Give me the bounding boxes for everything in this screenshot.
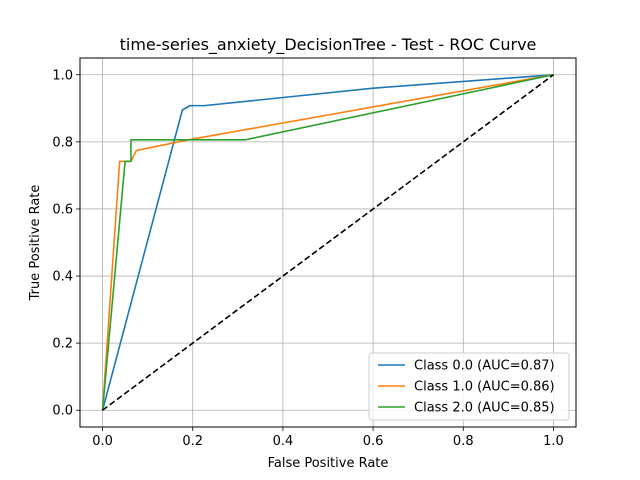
- chance-diagonal-line: [102, 74, 554, 411]
- x-tick-label: 0.0: [92, 434, 113, 449]
- series-line-class-0: [101, 73, 554, 411]
- x-tick-label: 0.4: [273, 434, 294, 449]
- x-axis-label: False Positive Rate: [268, 456, 389, 471]
- plot-frame: [79, 57, 577, 428]
- ticks: 0.0 0.2 0.4 0.6 0.8 1.0 0.0 0.2 0.4 0.6 0.8 1.0: [52, 68, 563, 449]
- series-line-class-2: [101, 73, 554, 411]
- grid: [80, 58, 576, 427]
- series-line-class-1: [101, 73, 554, 411]
- plot-lines: [101, 73, 554, 411]
- y-axis-label: True Positive Rate: [28, 185, 43, 302]
- legend-label: Class 2.0 (AUC=0.85): [414, 401, 555, 416]
- legend-label: Class 1.0 (AUC=0.86): [414, 380, 555, 395]
- y-tick-label: 0.8: [52, 135, 73, 150]
- y-tick-label: 1.0: [52, 68, 73, 83]
- y-tick-label: 0.4: [52, 270, 73, 285]
- y-tick-label: 0.6: [52, 202, 73, 217]
- y-tick-label: 0.2: [52, 337, 73, 352]
- chart-title: time-series_anxiety_DecisionTree - Test …: [120, 35, 537, 55]
- x-tick-label: 0.2: [182, 434, 203, 449]
- y-tick-label: 0.0: [52, 404, 73, 419]
- x-tick-label: 0.6: [363, 434, 384, 449]
- legend-box: [368, 352, 570, 421]
- legend: Class 0.0 (AUC=0.87) Class 1.0 (AUC=0.86)…: [368, 352, 570, 421]
- x-tick-label: 0.8: [453, 434, 474, 449]
- x-tick-label: 1.0: [543, 434, 564, 449]
- legend-label: Class 0.0 (AUC=0.87): [414, 359, 555, 374]
